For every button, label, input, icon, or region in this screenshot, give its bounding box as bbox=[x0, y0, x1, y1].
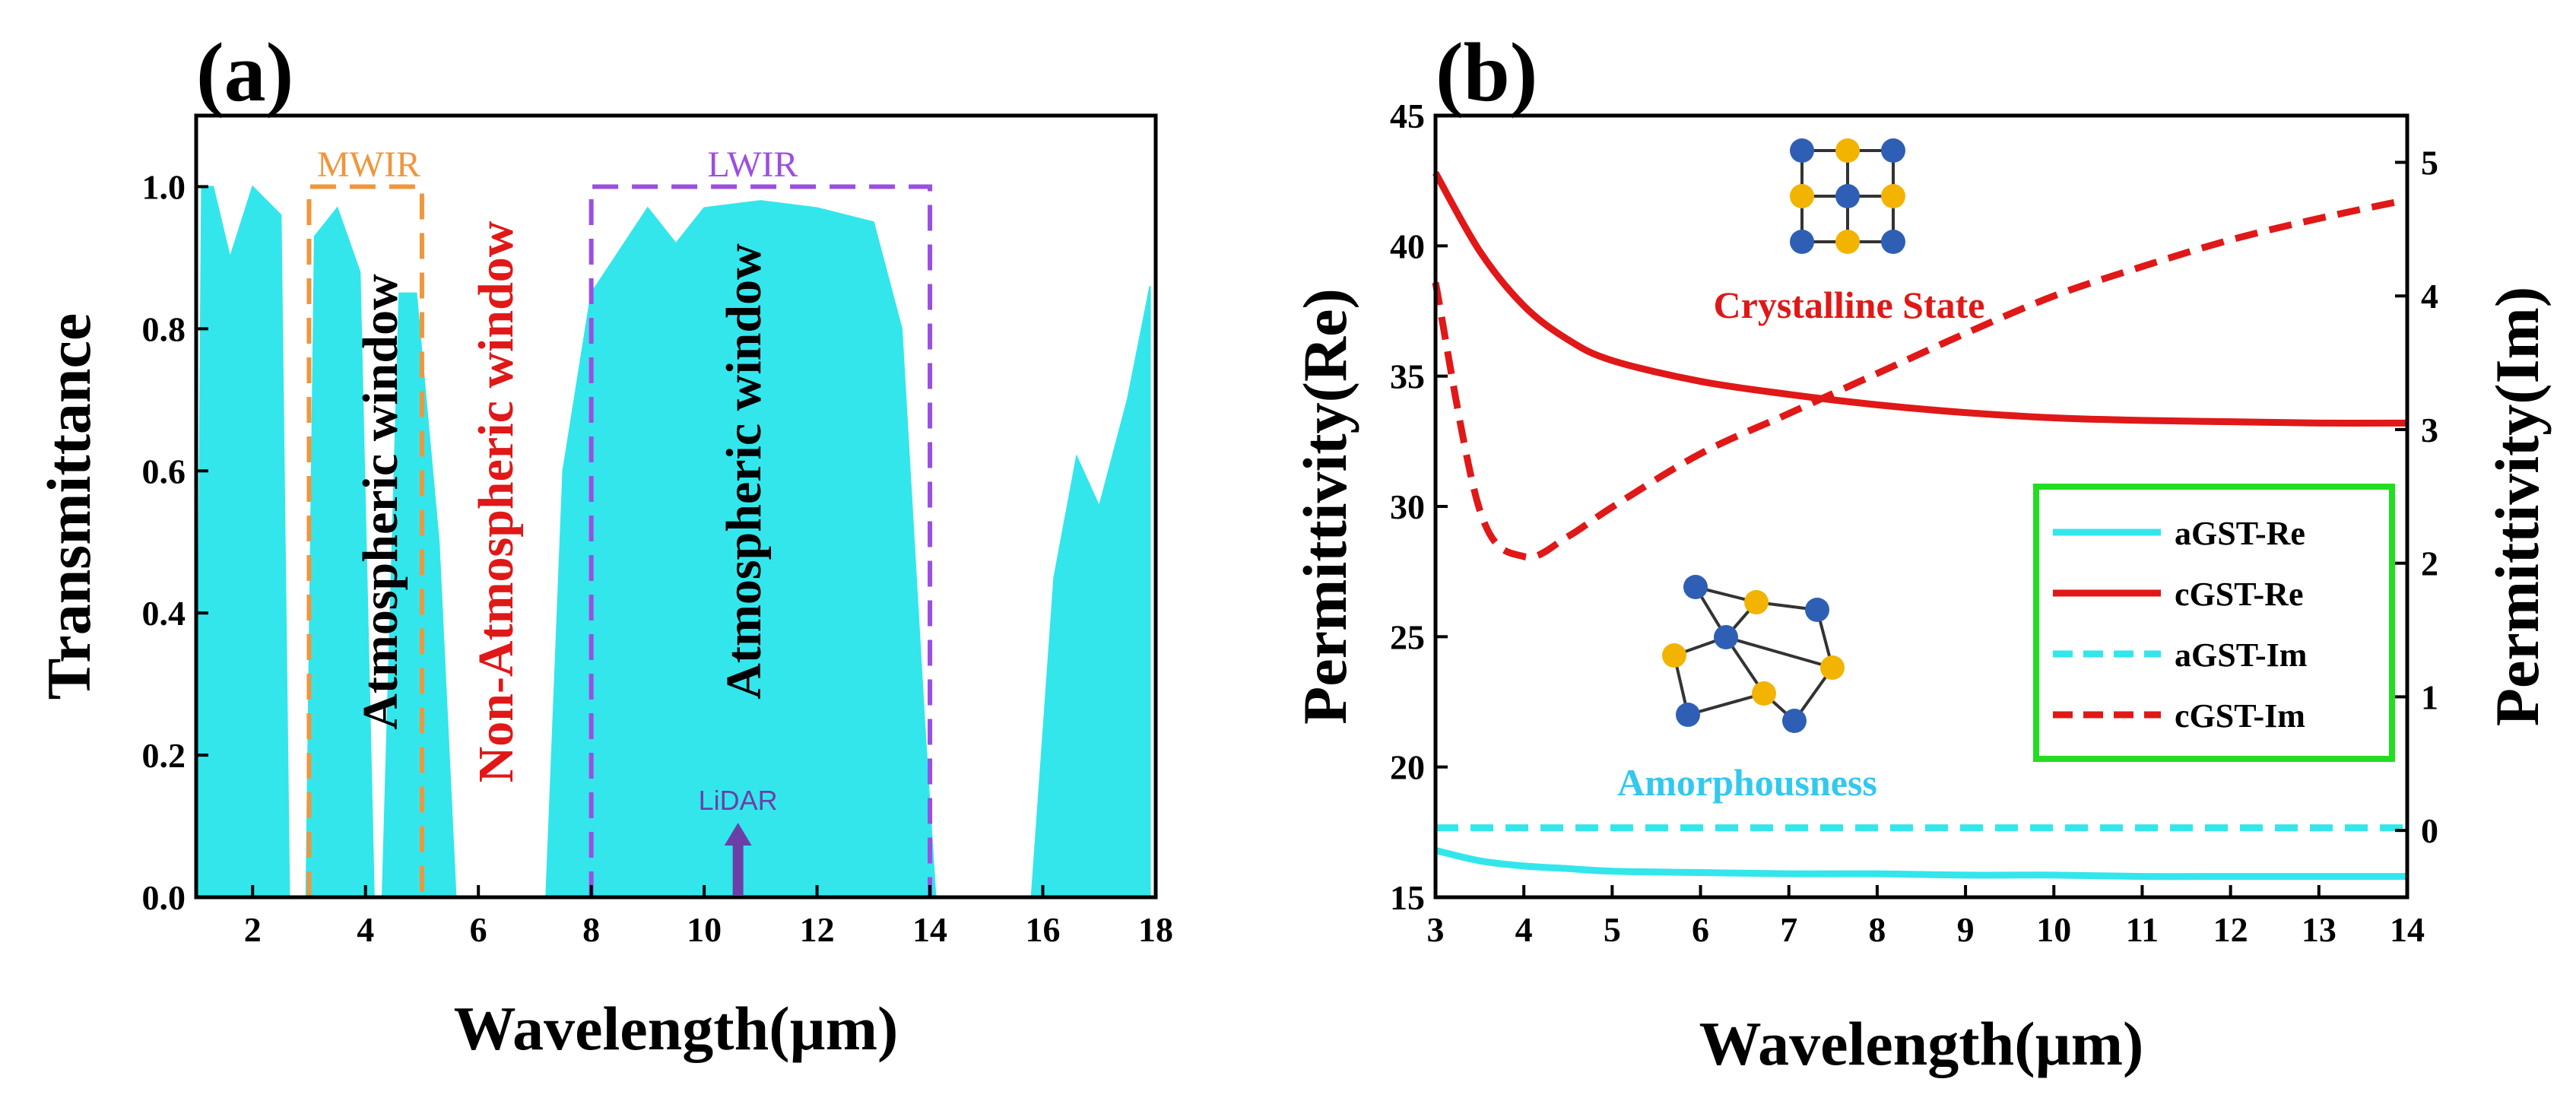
transmittance-spectrum bbox=[195, 185, 1151, 898]
lidar-marker: LiDAR bbox=[699, 785, 778, 896]
panel-a-y-axis-title: Transmittance bbox=[34, 313, 103, 700]
crystalline-lattice-illustration bbox=[1790, 138, 1905, 254]
legend-label-agst-im: aGST-Im bbox=[2175, 636, 2307, 674]
region-lwir-box bbox=[588, 184, 933, 897]
y-tick-label: 0.0 bbox=[142, 878, 186, 917]
mwir-label: MWIR bbox=[317, 144, 420, 185]
panel-b-x-axis-title: Wavelength(µm) bbox=[1699, 1009, 2144, 1078]
x-tick-label: 12 bbox=[2213, 910, 2248, 949]
series-agst-re bbox=[1434, 846, 2407, 881]
legend-label-agst-re: aGST-Re bbox=[2175, 515, 2305, 552]
x-tick-label: 18 bbox=[1138, 910, 1173, 949]
region-mwir-box bbox=[306, 184, 424, 897]
window-regions bbox=[306, 184, 933, 897]
left-y-tick-label: 30 bbox=[1390, 487, 1425, 526]
panel-a-label: (a) bbox=[196, 26, 293, 119]
right-y-tick-label: 0 bbox=[2421, 811, 2438, 850]
x-tick-label: 4 bbox=[1515, 910, 1533, 949]
x-tick-label: 6 bbox=[470, 910, 487, 949]
right-y-tick-label: 2 bbox=[2421, 544, 2438, 583]
x-tick-label: 14 bbox=[912, 910, 947, 949]
panel-a-x-axis-title: Wavelength(µm) bbox=[454, 994, 899, 1063]
x-tick-label: 13 bbox=[2302, 910, 2336, 949]
y-tick-label: 0.8 bbox=[142, 309, 186, 348]
x-tick-label: 14 bbox=[2390, 910, 2425, 949]
panel-b-label: (b) bbox=[1436, 26, 1537, 119]
amorphous-network-illustration bbox=[1662, 575, 1845, 733]
x-tick-label: 9 bbox=[1957, 910, 1975, 949]
panel-b-right-y-ticks: 0 1 2 3 4 5 bbox=[2395, 144, 2438, 850]
lwir-label: LWIR bbox=[707, 144, 798, 185]
right-y-tick-label: 4 bbox=[2421, 277, 2438, 316]
panel-b-left-y-axis-title: Permittivity(Re) bbox=[1290, 288, 1359, 725]
panel-a-y-ticks: 0.0 0.2 0.4 0.6 0.8 1.0 bbox=[142, 167, 208, 917]
x-tick-label: 8 bbox=[1868, 910, 1886, 949]
left-y-tick-label: 40 bbox=[1390, 227, 1425, 265]
x-tick-label: 6 bbox=[1692, 910, 1709, 949]
right-y-tick-label: 3 bbox=[2421, 411, 2438, 449]
x-tick-label: 12 bbox=[800, 910, 835, 949]
y-tick-label: 0.2 bbox=[142, 736, 186, 775]
panel-b-x-ticks: 3 4 5 6 7 8 9 10 11 12 13 14 bbox=[1427, 885, 2425, 949]
right-y-tick-label: 5 bbox=[2421, 144, 2438, 182]
x-tick-label: 3 bbox=[1427, 910, 1445, 949]
series-cgst-re bbox=[1432, 171, 2408, 427]
x-tick-label: 5 bbox=[1604, 910, 1621, 949]
panel-a: (a) 2 4 6 8 10 12 14 16 18 0.0 0.2 0.4 0.6 0.8 1.0 MW… bbox=[34, 26, 1173, 1063]
panel-b-left-y-ticks: 15 20 25 30 35 40 45 bbox=[1390, 97, 1448, 917]
x-tick-label: 2 bbox=[244, 910, 262, 949]
panel-a-frame bbox=[194, 113, 1158, 900]
x-tick-label: 7 bbox=[1780, 910, 1797, 949]
panel-b-right-y-axis-title: Permittivity(Im) bbox=[2482, 287, 2552, 726]
x-tick-label: 16 bbox=[1026, 910, 1061, 949]
crystalline-state-label: Crystalline State bbox=[1714, 284, 1985, 326]
amorphousness-label: Amorphousness bbox=[1617, 761, 1877, 804]
right-y-tick-label: 1 bbox=[2421, 678, 2438, 716]
lidar-label: LiDAR bbox=[699, 785, 778, 816]
y-tick-label: 0.4 bbox=[142, 594, 186, 633]
y-tick-label: 1.0 bbox=[142, 167, 186, 206]
atmospheric-window-label-2: Atmospheric window bbox=[716, 243, 772, 700]
legend-label-cgst-im: cGST-Im bbox=[2175, 697, 2305, 735]
series-cgst-im bbox=[1432, 196, 2408, 561]
non-atmospheric-window-label: Non-Atmospheric window bbox=[468, 221, 524, 782]
permittivity-curves bbox=[1432, 171, 2408, 881]
x-tick-label: 11 bbox=[2126, 910, 2159, 949]
left-y-tick-label: 25 bbox=[1390, 617, 1425, 656]
atmospheric-window-label-1: Atmospheric window bbox=[353, 274, 408, 730]
lidar-arrow-head bbox=[724, 823, 752, 846]
left-y-tick-label: 45 bbox=[1390, 97, 1425, 135]
left-y-tick-label: 20 bbox=[1390, 748, 1425, 787]
series-transmittance bbox=[195, 185, 1151, 898]
y-tick-label: 0.6 bbox=[142, 452, 186, 490]
legend: aGST-Re cGST-Re aGST-Im cGST-Im bbox=[2033, 484, 2395, 762]
left-y-tick-label: 35 bbox=[1390, 357, 1425, 396]
legend-label-cgst-re: cGST-Re bbox=[2175, 576, 2304, 613]
x-tick-label: 8 bbox=[582, 910, 600, 949]
panel-a-x-ticks: 2 4 6 8 10 12 14 16 18 bbox=[244, 885, 1173, 949]
x-tick-label: 10 bbox=[2036, 910, 2071, 949]
x-tick-label: 4 bbox=[357, 910, 374, 949]
left-y-tick-label: 15 bbox=[1390, 878, 1425, 917]
x-tick-label: 10 bbox=[687, 910, 722, 949]
